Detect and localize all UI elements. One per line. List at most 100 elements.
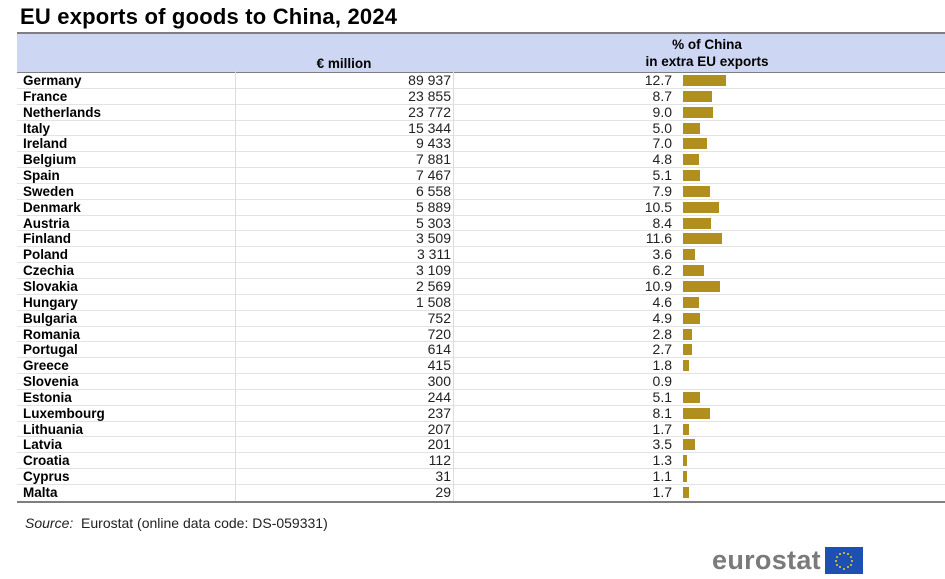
pct-value: 8.1 [652, 404, 672, 421]
pct-value: 8.4 [652, 214, 672, 231]
pct-value: 3.6 [652, 246, 672, 263]
pct-bar [683, 201, 719, 213]
source-text: Eurostat (online data code: DS-059331) [81, 515, 328, 531]
table-row: Ireland 9 433 7.0 [17, 135, 945, 153]
pct-bar [683, 471, 687, 483]
export-value: 23 772 [408, 103, 451, 120]
pct-value: 7.9 [652, 182, 672, 199]
pct-value: 2.7 [652, 341, 672, 358]
pct-value: 1.1 [652, 468, 672, 485]
table-row: Portugal 614 2.7 [17, 341, 945, 359]
country-name: Malta [23, 484, 58, 500]
export-value: 415 [427, 357, 451, 374]
table-row: Poland 3 311 3.6 [17, 246, 945, 264]
flag-star [846, 566, 849, 569]
column-divider [453, 70, 454, 501]
country-name: Belgium [23, 152, 77, 168]
country-name: Sweden [23, 183, 75, 199]
country-name: Bulgaria [23, 310, 78, 326]
table-row: Slovakia 2 569 10.9 [17, 277, 945, 295]
pct-value: 5.1 [652, 388, 672, 405]
pct-bar [683, 185, 710, 197]
pct-value: 10.9 [644, 277, 672, 294]
pct-value: 0.9 [652, 373, 672, 390]
pct-bar [683, 217, 712, 229]
table-row: Italy 15 344 5.0 [17, 120, 945, 137]
flag-star [834, 559, 837, 562]
export-value: 207 [427, 420, 451, 437]
source-note: Source: Eurostat (online data code: DS-0… [25, 515, 328, 531]
flag-star [842, 551, 845, 554]
export-value: 720 [427, 325, 451, 342]
pct-bar [683, 122, 700, 134]
export-value: 89 937 [408, 72, 451, 88]
country-name: Netherlands [23, 104, 102, 120]
header-pct-column: % of China in extra EU exports [577, 36, 837, 70]
export-value: 614 [427, 341, 451, 358]
flag-star [849, 555, 852, 558]
export-value: 6 558 [415, 182, 451, 199]
flag-star [842, 567, 845, 570]
export-value: 31 [435, 468, 451, 485]
pct-value: 11.6 [645, 230, 672, 247]
table-row: Spain 7 467 5.1 [17, 168, 945, 184]
pct-bar [683, 233, 723, 245]
pct-value: 10.5 [644, 198, 672, 215]
flag-star [849, 563, 852, 566]
pct-value: 4.8 [652, 151, 672, 168]
pct-bar [683, 407, 711, 419]
country-name: Estonia [23, 389, 72, 405]
country-name: Romania [23, 326, 81, 342]
pct-bar [683, 455, 688, 467]
export-value: 3 109 [415, 262, 451, 279]
export-value: 752 [427, 309, 451, 326]
table-row: Sweden 6 558 7.9 [17, 182, 945, 200]
country-name: Denmark [23, 199, 81, 215]
pct-bar [683, 170, 701, 182]
data-table: € million % of China in extra EU exports… [17, 32, 945, 501]
pct-bar [683, 439, 695, 451]
flag-star [838, 566, 841, 569]
pct-bar [683, 312, 700, 324]
pct-bar [683, 106, 714, 118]
table-row: Luxembourg 237 8.1 [17, 404, 945, 422]
chart-title: EU exports of goods to China, 2024 [20, 4, 398, 29]
export-value: 201 [427, 436, 451, 453]
pct-bar [683, 280, 720, 292]
pct-bar [683, 391, 701, 403]
country-name: Slovakia [23, 278, 78, 294]
flag-star [850, 559, 853, 562]
export-value: 112 [428, 452, 451, 469]
pct-bar [683, 486, 689, 498]
pct-value: 9.0 [652, 103, 672, 120]
table-row: Netherlands 23 772 9.0 [17, 103, 945, 121]
eurostat-logo: eurostat [712, 547, 863, 574]
table-row: France 23 855 8.7 [17, 88, 945, 105]
export-value: 1 508 [415, 293, 451, 310]
table-row: Austria 5 303 8.4 [17, 214, 945, 232]
export-value: 3 311 [417, 246, 451, 263]
table-row: Latvia 201 3.5 [17, 436, 945, 454]
country-name: Portugal [23, 342, 78, 358]
table-header: € million % of China in extra EU exports [17, 32, 945, 73]
table-row: Romania 720 2.8 [17, 325, 945, 343]
pct-bar [683, 138, 707, 150]
table-row: Belgium 7 881 4.8 [17, 151, 945, 169]
export-value: 7 467 [415, 167, 451, 184]
export-value: 7 881 [415, 151, 451, 168]
export-value: 237 [427, 404, 451, 421]
country-name: Luxembourg [23, 405, 105, 421]
pct-value: 7.0 [652, 135, 672, 152]
country-name: Italy [23, 120, 51, 136]
table-row: Cyprus 31 1.1 [17, 469, 945, 485]
pct-value: 12.7 [644, 72, 672, 88]
pct-bar [683, 90, 713, 102]
table-row: Croatia 112 1.3 [17, 452, 945, 470]
country-name: Greece [23, 358, 69, 374]
table-row: Hungary 1 508 4.6 [17, 293, 945, 311]
pct-value: 5.1 [652, 167, 672, 184]
table-row: Czechia 3 109 6.2 [17, 263, 945, 279]
flag-star [838, 552, 841, 555]
country-name: Poland [23, 247, 69, 263]
pct-bar [683, 75, 726, 86]
